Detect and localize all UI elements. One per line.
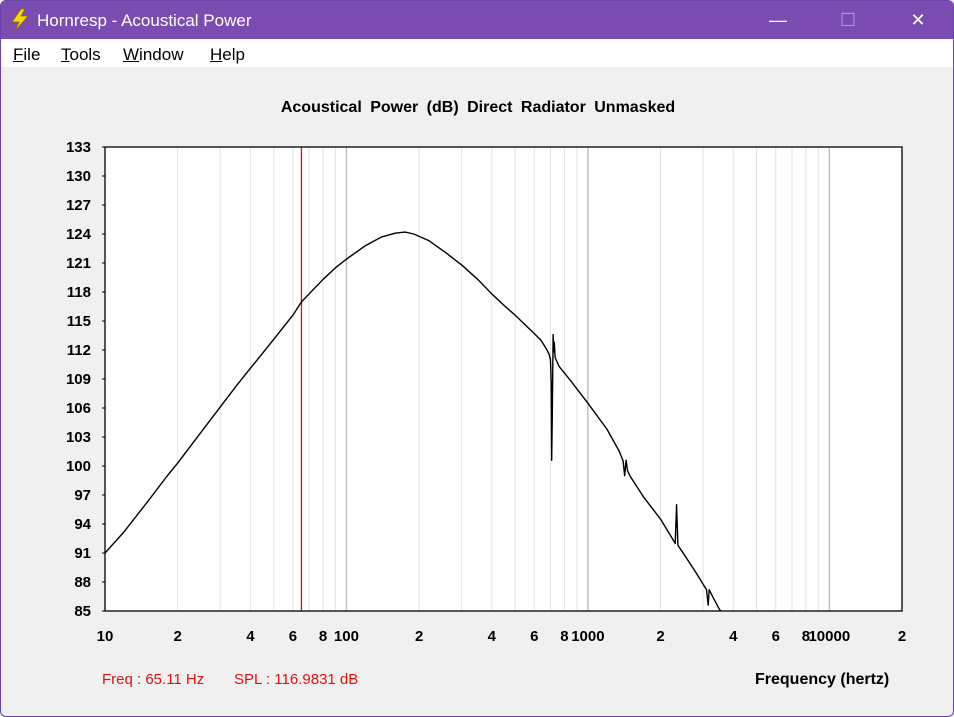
- y-tick-label: 100: [66, 458, 91, 475]
- plot-frame: [104, 146, 903, 612]
- x-tick-label: 2: [174, 628, 182, 645]
- x-tick-label: 4: [488, 628, 497, 645]
- x-tick-label: 2: [898, 628, 906, 645]
- window-title: Hornresp - Acoustical Power: [37, 11, 252, 30]
- x-tick-label: 6: [772, 628, 780, 645]
- x-tick-label: 100: [334, 628, 359, 645]
- x-tick-label: 1000: [571, 628, 604, 645]
- menu-file[interactable]: File: [13, 45, 41, 64]
- x-tick-label: 6: [530, 628, 538, 645]
- y-tick-label: 130: [66, 168, 91, 185]
- maximize-button[interactable]: ☐: [825, 1, 871, 39]
- y-tick-label: 103: [66, 429, 91, 446]
- x-tick-label: 10000: [808, 628, 850, 645]
- y-tick-label: 109: [66, 371, 91, 388]
- x-tick-label: 10: [97, 628, 114, 645]
- y-tick-label: 106: [66, 400, 91, 417]
- x-tick-label: 4: [729, 628, 738, 645]
- menu-window[interactable]: Window: [123, 45, 184, 64]
- y-tick-label: 97: [74, 487, 91, 504]
- cursor-spl-readout: SPL : 116.9831 dB: [234, 671, 359, 688]
- x-tick-label: 8: [802, 628, 810, 645]
- y-tick-label: 118: [67, 284, 91, 301]
- minimize-button[interactable]: —: [755, 1, 801, 39]
- maximize-icon: ☐: [839, 9, 857, 30]
- menu-help[interactable]: Help: [210, 45, 245, 64]
- y-tick-label: 124: [66, 226, 92, 243]
- y-tick-label: 127: [66, 197, 91, 214]
- x-tick-label: 4: [246, 628, 255, 645]
- y-tick-label: 133: [66, 139, 91, 156]
- lightning-bolt-icon: [11, 8, 29, 32]
- x-tick-label: 2: [415, 628, 423, 645]
- y-tick-label: 115: [67, 313, 91, 330]
- x-tick-label: 8: [319, 628, 327, 645]
- x-tick-label: 2: [656, 628, 664, 645]
- power-response-line-0: [105, 231, 722, 611]
- y-tick-label: 112: [67, 342, 91, 359]
- y-tick-label: 94: [74, 516, 91, 533]
- y-tick-label: 88: [74, 574, 91, 591]
- chart-title: Acoustical Power (dB) Direct Radiator Un…: [280, 99, 676, 116]
- menu-bar: File Tools Window Help: [1, 39, 953, 67]
- y-tick-label: 85: [74, 603, 91, 620]
- close-button[interactable]: ✕: [895, 1, 941, 39]
- y-tick-label: 121: [66, 255, 91, 272]
- menu-tools[interactable]: Tools: [61, 45, 101, 64]
- y-tick-label: 91: [74, 545, 91, 562]
- x-tick-label: 6: [289, 628, 297, 645]
- minimize-icon: —: [769, 9, 787, 30]
- plot-area: [105, 147, 902, 611]
- title-bar[interactable]: Hornresp - Acoustical Power — ☐ ✕: [1, 1, 953, 39]
- close-icon: ✕: [910, 9, 926, 30]
- x-axis-label: Frequency (hertz): [755, 671, 890, 688]
- cursor-frequency-readout: Freq : 65.11 Hz: [102, 671, 205, 688]
- x-tick-label: 8: [560, 628, 568, 645]
